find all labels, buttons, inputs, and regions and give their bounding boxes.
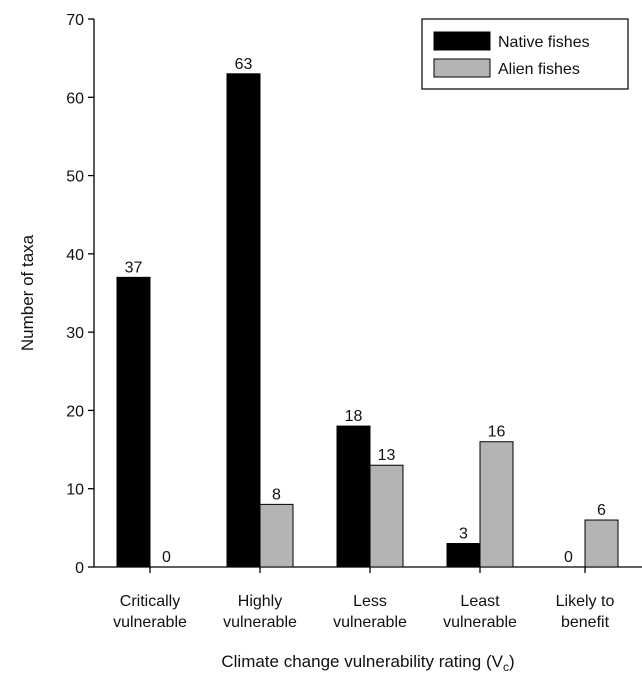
bars xyxy=(116,73,619,568)
legend-label-native: Native fishes xyxy=(498,34,590,51)
x-category-label: Highly xyxy=(238,593,282,610)
x-category-label: vulnerable xyxy=(223,614,297,631)
legend-frame xyxy=(421,18,629,90)
x-category-label: vulnerable xyxy=(113,614,187,631)
bar-alien xyxy=(584,519,619,568)
y-tick-label: 20 xyxy=(66,403,84,420)
data-label-native: 63 xyxy=(235,56,253,73)
x-axis-title: Climate change vulnerability rating (Vc) xyxy=(221,652,514,674)
legend-swatch-alien xyxy=(433,58,491,78)
data-label-alien: 16 xyxy=(488,424,506,441)
x-axis-title-main: Climate change vulnerability rating (V xyxy=(221,652,503,671)
bar-native xyxy=(226,73,261,568)
y-tick-label: 50 xyxy=(66,169,84,186)
x-axis-title-subscript: c xyxy=(503,660,509,674)
data-label-alien: 8 xyxy=(272,486,281,503)
bar-native xyxy=(116,276,151,568)
x-category-label: vulnerable xyxy=(443,614,517,631)
x-category-label: Less xyxy=(353,593,387,610)
bar-native xyxy=(336,425,371,568)
y-tick-label: 70 xyxy=(66,12,84,29)
data-label-native: 0 xyxy=(564,549,573,566)
legend: Native fishes Alien fishes xyxy=(421,18,629,90)
bar-alien xyxy=(369,464,404,568)
data-label-alien: 6 xyxy=(597,502,606,519)
data-label-native: 18 xyxy=(345,408,363,425)
y-tick-label: 60 xyxy=(66,90,84,107)
y-tick-label: 40 xyxy=(66,247,84,264)
y-tick-label: 0 xyxy=(75,560,84,577)
x-axis-title-suffix: ) xyxy=(509,652,515,671)
bar-alien xyxy=(259,503,294,568)
x-axis xyxy=(94,566,642,573)
data-label-native: 37 xyxy=(125,259,143,276)
legend-label-alien: Alien fishes xyxy=(498,61,580,78)
y-tick-label: 30 xyxy=(66,325,84,342)
x-category-label: vulnerable xyxy=(333,614,407,631)
y-tick-label: 10 xyxy=(66,482,84,499)
x-category-label: Critically xyxy=(120,593,180,610)
bar-alien xyxy=(479,441,514,568)
x-category-label: Likely to xyxy=(556,593,615,610)
x-category-label: Least xyxy=(460,593,500,610)
y-axis-title: Number of taxa xyxy=(18,234,37,351)
category-labels: Critically vulnerable Highly vulnerable Less… xyxy=(113,593,614,631)
bar-native xyxy=(446,543,481,568)
data-label-native: 3 xyxy=(459,526,468,543)
x-category-label: benefit xyxy=(561,614,610,631)
legend-swatch-native xyxy=(433,31,491,51)
data-label-alien: 0 xyxy=(162,549,171,566)
y-axis: 0 10 20 30 40 50 60 70 xyxy=(66,12,95,577)
data-label-alien: 13 xyxy=(378,447,396,464)
data-labels: 37 63 18 3 0 0 8 13 16 6 xyxy=(125,56,606,566)
